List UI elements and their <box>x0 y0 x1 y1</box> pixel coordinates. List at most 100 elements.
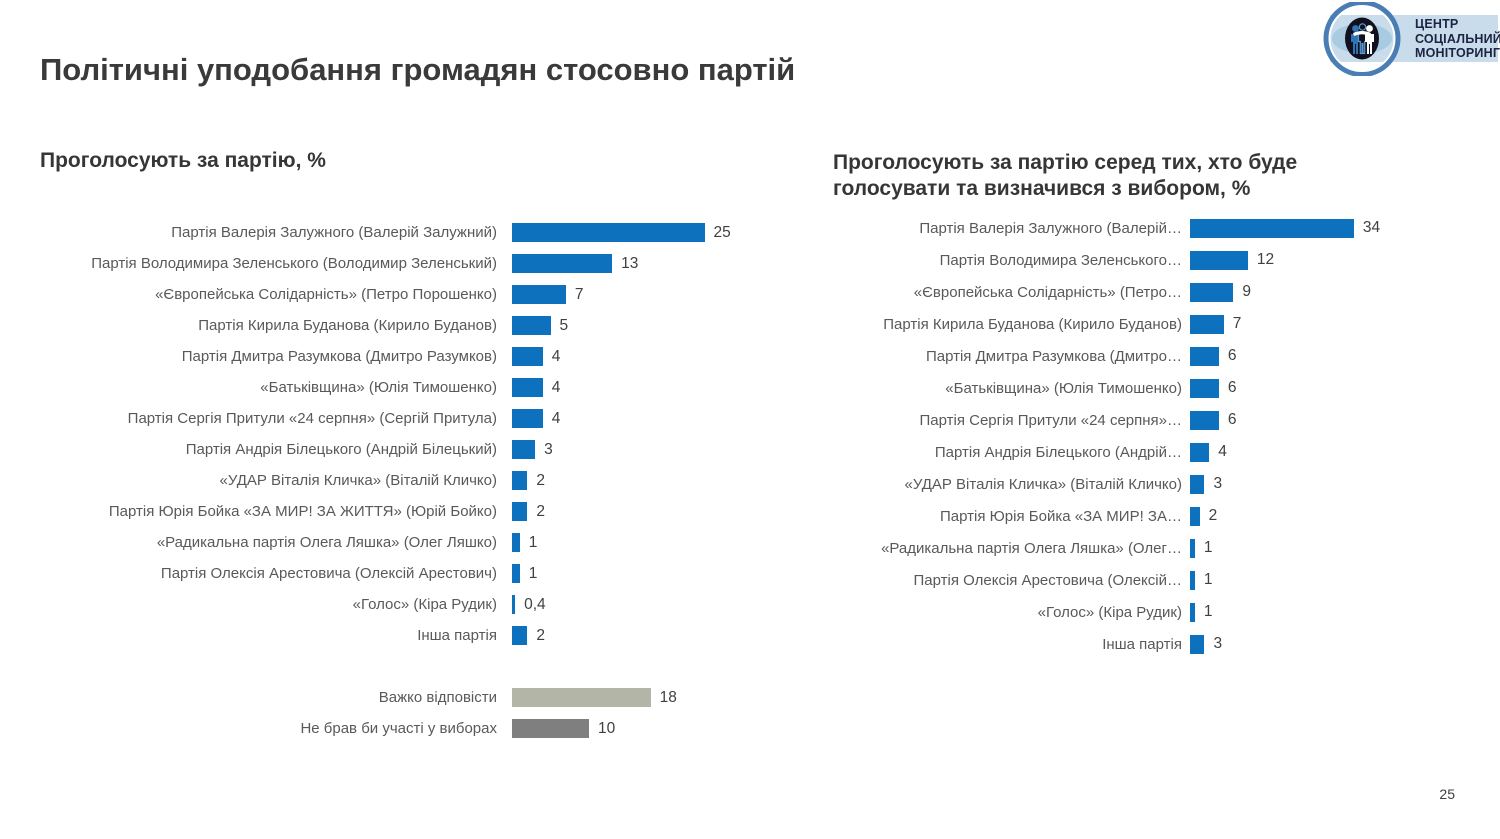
bar <box>1190 474 1205 494</box>
bar <box>512 595 516 614</box>
bar-value: 25 <box>713 223 731 241</box>
bar <box>1190 602 1195 622</box>
chart-row-spacer <box>40 651 731 682</box>
chart-row: Партія Сергія Притули «24 серпня»… 6 <box>833 404 1380 436</box>
bar-value: 3 <box>1213 635 1223 652</box>
logo-text-line-1: ЦЕНТР <box>1415 17 1459 31</box>
bar-label: «Радикальна партія Олега Ляшка» (Олег Ля… <box>156 534 497 551</box>
bar-label: Партія Валерія Залужного (Валерій… <box>919 219 1182 237</box>
bar-label: Партія Дмитра Разумкова (Дмитро… <box>925 347 1182 365</box>
bar-value: 12 <box>1256 251 1275 268</box>
bar-value: 1 <box>1203 539 1213 556</box>
bar-value: 4 <box>1218 443 1227 460</box>
bar <box>1190 442 1210 462</box>
bar <box>512 688 651 707</box>
bar-value: 1 <box>1203 603 1213 620</box>
chart-row: «Батьківщина» (Юлія Тимошенко) 6 <box>833 372 1380 404</box>
bar <box>512 719 589 738</box>
chart-row: Не брав би участі у виборах 10 <box>40 713 731 744</box>
bar <box>512 564 520 583</box>
bar-value: 9 <box>1242 283 1251 300</box>
bar-label: «Батьківщина» (Юлія Тимошенко) <box>260 379 497 396</box>
page-number: 25 <box>1439 786 1455 802</box>
bar-value: 2 <box>1208 507 1218 524</box>
bar-value: 4 <box>551 409 561 427</box>
bar <box>512 285 566 304</box>
bar-value: 6 <box>1227 411 1237 428</box>
bar-label: «УДАР Віталія Кличка» (Віталій Кличко) <box>904 475 1182 493</box>
bar-value: 13 <box>621 254 639 272</box>
chart-title-left: Проголосують за партію, % <box>40 149 326 172</box>
bar-value: 3 <box>544 440 553 458</box>
bar-label: Партія Сергія Притули «24 серпня»… <box>919 411 1183 429</box>
bar-value: 1 <box>528 533 538 551</box>
bar-label: «Голос» (Кіра Рудик) <box>352 596 497 613</box>
bar-label: Партія Андрія Білецького (Андрій Білецьк… <box>185 441 497 458</box>
bar-label: «Батьківщина» (Юлія Тимошенко) <box>945 379 1182 397</box>
bar-value: 4 <box>551 347 561 365</box>
bar-label: Партія Володимира Зеленського… <box>939 251 1182 269</box>
bar-label: Партія Олексія Арестовича (Олексій Арест… <box>160 565 497 582</box>
bar-label: Інша партія <box>417 627 497 644</box>
bar-label: «Радикальна партія Олега Ляшка» (Олег… <box>881 539 1182 557</box>
chart-row: Партія Дмитра Разумкова (Дмитро… 6 <box>833 340 1380 372</box>
bar-value: 4 <box>551 378 561 396</box>
bar-value: 5 <box>559 316 569 334</box>
bar <box>1190 410 1219 430</box>
chart-row: Партія Валерія Залужного (Валерій Залужн… <box>40 217 731 248</box>
bar-value: 2 <box>536 471 546 489</box>
bar <box>512 347 543 366</box>
bar-label: Партія Сергія Притули «24 серпня» (Сергі… <box>127 410 497 427</box>
bar-label: Партія Володимира Зеленського (Володимир… <box>91 255 497 272</box>
chart-row: «Батьківщина» (Юлія Тимошенко) 4 <box>40 372 731 403</box>
bar-label: Партія Андрія Білецького (Андрій… <box>934 443 1182 461</box>
chart-row: Партія Андрія Білецького (Андрій Білецьк… <box>40 434 731 465</box>
chart-row: Партія Кирила Буданова (Кирило Буданов) 7 <box>833 308 1380 340</box>
bar-label: Партія Олексія Арестовича (Олексій… <box>913 571 1182 589</box>
bar-value: 3 <box>1213 475 1223 492</box>
chart-row: «Радикальна партія Олега Ляшка» (Олег Ля… <box>40 527 731 558</box>
bar <box>512 471 528 490</box>
org-logo: ЦЕНТР СОЦІАЛЬНИЙ МОНІТОРИНГ <box>1320 2 1500 76</box>
bar-label: Партія Юрія Бойка «ЗА МИР! ЗА ЖИТТЯ» (Юр… <box>108 503 497 520</box>
chart-row: Партія Дмитра Разумкова (Дмитро Разумков… <box>40 341 731 372</box>
bar-value: 6 <box>1227 379 1237 396</box>
chart-row: «УДАР Віталія Кличка» (Віталій Кличко) 3 <box>833 468 1380 500</box>
slide-title: Політичні уподобання громадян стосовно п… <box>40 52 796 87</box>
bar-value: 10 <box>598 719 616 737</box>
logo-text: ЦЕНТР СОЦІАЛЬНИЙ МОНІТОРИНГ <box>1415 17 1500 61</box>
bar <box>1190 506 1200 526</box>
bar-label: Партія Валерія Залужного (Валерій Залужн… <box>171 224 497 241</box>
bar <box>512 440 536 459</box>
bar-label: «Голос» (Кіра Рудик) <box>1037 603 1182 621</box>
bar <box>1190 282 1234 302</box>
bar-value: 6 <box>1227 347 1237 364</box>
bar <box>1190 378 1219 398</box>
bar <box>1190 314 1224 334</box>
chart-row: Партія Валерія Залужного (Валерій… 34 <box>833 212 1380 244</box>
chart-row: Партія Володимира Зеленського… 12 <box>833 244 1380 276</box>
bar-value: 1 <box>1203 571 1213 588</box>
bar <box>512 409 543 428</box>
bar <box>512 626 528 645</box>
chart-rows-right: Партія Валерія Залужного (Валерій… 34 Парт… <box>833 212 1380 660</box>
chart-row: Партія Андрія Білецького (Андрій… 4 <box>833 436 1380 468</box>
bar-label: «Європейська Солідарність» (Петро Пороше… <box>155 286 497 303</box>
chart-row: Партія Юрія Бойка «ЗА МИР! ЗА ЖИТТЯ» (Юр… <box>40 496 731 527</box>
bar-label: Партія Кирила Буданова (Кирило Буданов) <box>198 317 497 334</box>
bar <box>512 502 528 521</box>
chart-row: Важко відповісти 18 <box>40 682 731 713</box>
bar <box>512 533 520 552</box>
bar <box>1190 346 1219 366</box>
bar <box>1190 570 1195 590</box>
bar-value: 34 <box>1362 219 1381 236</box>
bar-value: 2 <box>536 626 546 644</box>
chart-row: «УДАР Віталія Кличка» (Віталій Кличко) 2 <box>40 465 731 496</box>
bar <box>512 316 551 335</box>
bar-label: «УДАР Віталія Кличка» (Віталій Кличко) <box>219 472 497 489</box>
chart-row: «Голос» (Кіра Рудик) 0,4 <box>40 589 731 620</box>
chart-row: «Європейська Солідарність» (Петро… 9 <box>833 276 1380 308</box>
bar <box>1190 634 1205 654</box>
chart-row: «Європейська Солідарність» (Петро Пороше… <box>40 279 731 310</box>
